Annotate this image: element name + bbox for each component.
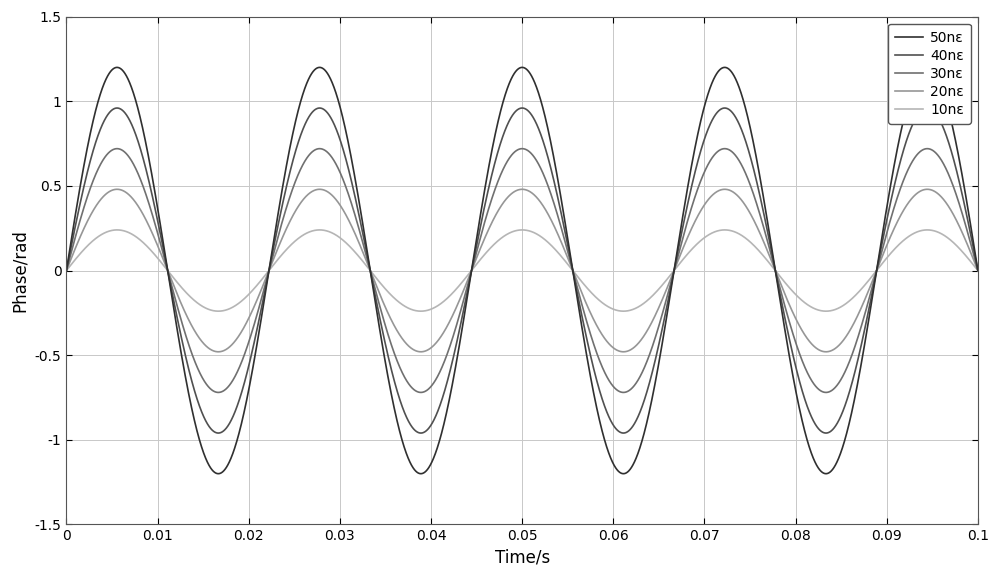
30nε — [506, 151, 518, 158]
10nε — [111, 227, 123, 234]
20nε — [65, 257, 77, 264]
40nε — [98, 117, 110, 124]
10nε — [239, 294, 251, 301]
30nε — [65, 251, 77, 258]
20nε — [972, 267, 984, 274]
50nε — [111, 64, 123, 71]
20nε — [506, 190, 518, 197]
40nε — [239, 376, 251, 383]
20nε — [212, 349, 224, 355]
Legend: 50nε, 40nε, 30nε, 20nε, 10nε: 50nε, 40nε, 30nε, 20nε, 10nε — [888, 24, 971, 124]
10nε — [65, 262, 77, 269]
30nε — [239, 349, 251, 356]
40nε — [212, 429, 224, 436]
30nε — [111, 145, 123, 152]
Line: 20nε: 20nε — [66, 189, 978, 352]
30nε — [60, 267, 72, 274]
40nε — [506, 112, 518, 119]
40nε — [65, 246, 77, 253]
Y-axis label: Phase/rad: Phase/rad — [11, 229, 29, 312]
50nε — [212, 470, 224, 477]
50nε — [65, 241, 77, 248]
40nε — [60, 267, 72, 274]
50nε — [924, 65, 936, 72]
20nε — [115, 187, 127, 194]
50nε — [239, 403, 251, 410]
30nε — [924, 146, 936, 153]
X-axis label: Time/s: Time/s — [495, 549, 550, 567]
Line: 40nε: 40nε — [66, 108, 978, 433]
30nε — [98, 155, 110, 162]
Line: 10nε: 10nε — [66, 230, 978, 311]
10nε — [60, 267, 72, 274]
30nε — [972, 267, 984, 274]
10nε — [98, 229, 110, 236]
10nε — [506, 228, 518, 235]
20nε — [924, 186, 936, 193]
50nε — [60, 267, 72, 274]
20nε — [60, 267, 72, 274]
Line: 50nε: 50nε — [66, 68, 978, 474]
40nε — [972, 267, 984, 274]
50nε — [115, 65, 127, 72]
40nε — [111, 105, 123, 112]
50nε — [98, 80, 110, 87]
Line: 30nε: 30nε — [66, 149, 978, 392]
40nε — [924, 105, 936, 112]
10nε — [212, 307, 224, 314]
50nε — [506, 73, 518, 80]
10nε — [115, 227, 127, 234]
20nε — [239, 321, 251, 328]
30nε — [115, 146, 127, 153]
10nε — [924, 227, 936, 234]
20nε — [111, 186, 123, 192]
10nε — [972, 267, 984, 274]
30nε — [212, 389, 224, 396]
20nε — [98, 192, 110, 199]
40nε — [115, 106, 127, 113]
50nε — [972, 267, 984, 274]
